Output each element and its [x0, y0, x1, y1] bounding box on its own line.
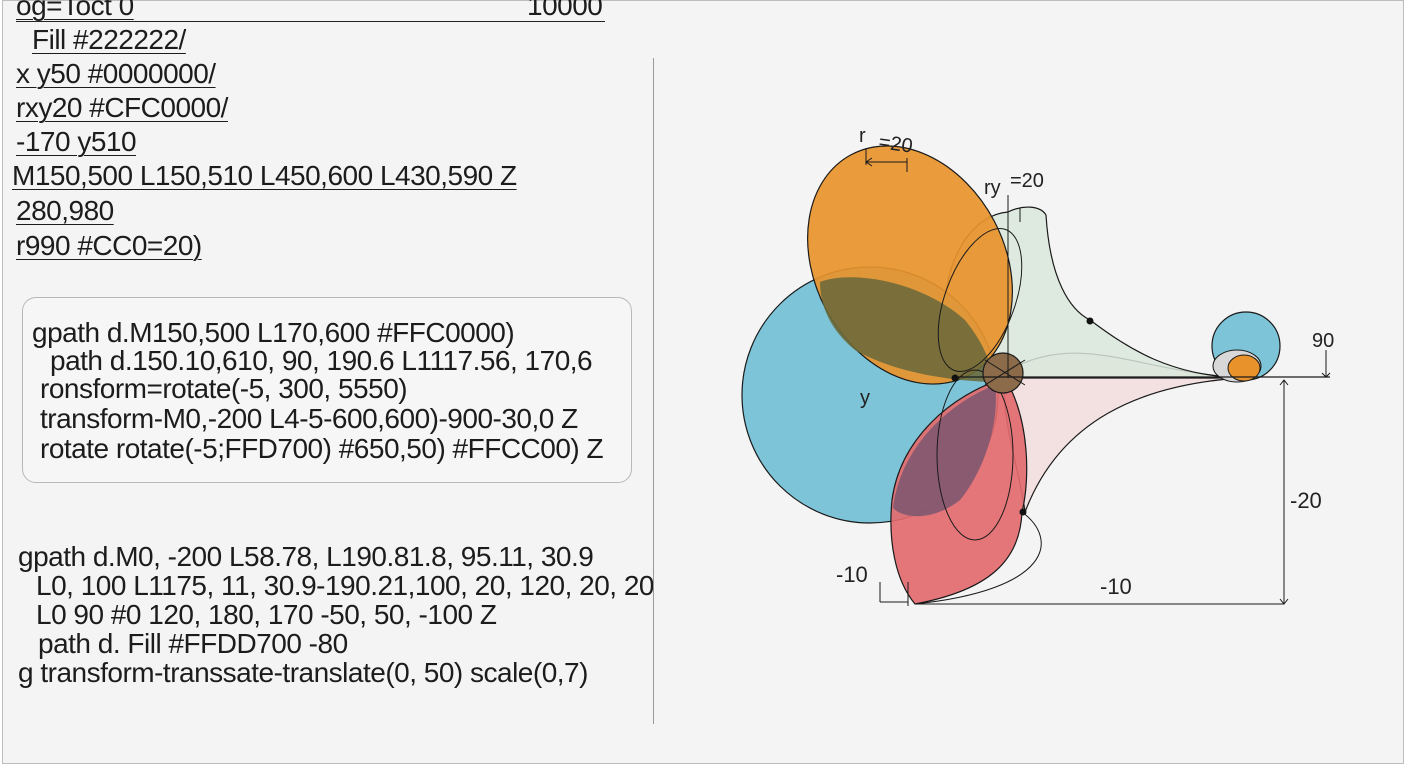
- label-minus20: -20: [1290, 488, 1322, 513]
- label-90: 90: [1312, 330, 1334, 352]
- code-line-0-underline: [16, 21, 605, 22]
- label-minus10-left: -10: [836, 562, 868, 587]
- box-line-2: path d.150.10,610, 90, 190.6 L1117.56, 1…: [50, 345, 593, 376]
- lower-curve: [914, 511, 1042, 605]
- path-line-3: L0 90 #0 120, 180, 170 -50, 50, -100 Z: [36, 599, 497, 630]
- code-line-5: M150,500 L150,510 L450,600 L430,590 Z: [12, 160, 517, 191]
- path-line-2: L0, 100 L1175, 11, 30.9-190.21,100, 20, …: [36, 570, 655, 601]
- label-minus10-bottom: -10: [1100, 574, 1132, 599]
- path-line-1: gpath d.M0, -200 L58.78, L190.81.8, 95.1…: [18, 541, 594, 572]
- box-line-3: ronsform=rotate(-5, 300, 5550): [40, 373, 408, 404]
- label-ry-value: =20: [1010, 170, 1044, 192]
- code-line-7: r990 #CC0=20): [16, 230, 202, 261]
- box-line-1: gpath d.M150,500 L170,600 #FFC0000): [32, 317, 515, 348]
- code-line-1: Fill #222222/: [32, 24, 186, 55]
- dim-minus20: [1279, 379, 1289, 605]
- right-orange-ellipse: [1227, 354, 1261, 382]
- label-r: r: [859, 125, 866, 147]
- code-line-0-right: 10000: [527, 0, 603, 21]
- path-line-5: g transform-transsate-translate(0, 50) s…: [18, 657, 588, 688]
- purple-overlap: [893, 385, 996, 517]
- r-dimension: [865, 148, 908, 172]
- olive-overlap: [820, 277, 992, 382]
- dim-90: [1321, 350, 1331, 378]
- inner-ellipse-2: [937, 228, 1023, 372]
- code-box: [22, 297, 632, 483]
- ry-dimension: [1007, 195, 1021, 378]
- point-3: [1019, 508, 1027, 516]
- point-1: [951, 374, 959, 382]
- label-r-value: =20: [877, 131, 914, 158]
- center-knot: [982, 352, 1024, 394]
- code-line-0-left: og=Toct 0: [16, 0, 134, 21]
- center-knot-lines: [984, 359, 1026, 386]
- dim-minus10-left: [879, 582, 909, 606]
- point-2: [1086, 317, 1094, 325]
- code-line-2: x y50 #0000000/: [16, 58, 216, 89]
- code-line-3: rxy20 #CFC0000/: [16, 92, 228, 123]
- label-ry: ry: [984, 177, 1001, 199]
- vertical-divider: [653, 58, 654, 724]
- code-line-4: -170 y510: [16, 126, 137, 157]
- code-line-6: 280,980: [16, 195, 114, 226]
- path-line-4: path d. Fill #FFDD700 -80: [38, 628, 348, 659]
- label-y: y: [860, 387, 870, 409]
- box-line-5: rotate rotate(-5;FFD700) #650,50) #FFCC0…: [40, 433, 604, 464]
- box-line-4: transform-M0,-200 L4-5-600,600)-900-30,0…: [40, 403, 578, 434]
- inner-ellipse-1: [936, 369, 1014, 541]
